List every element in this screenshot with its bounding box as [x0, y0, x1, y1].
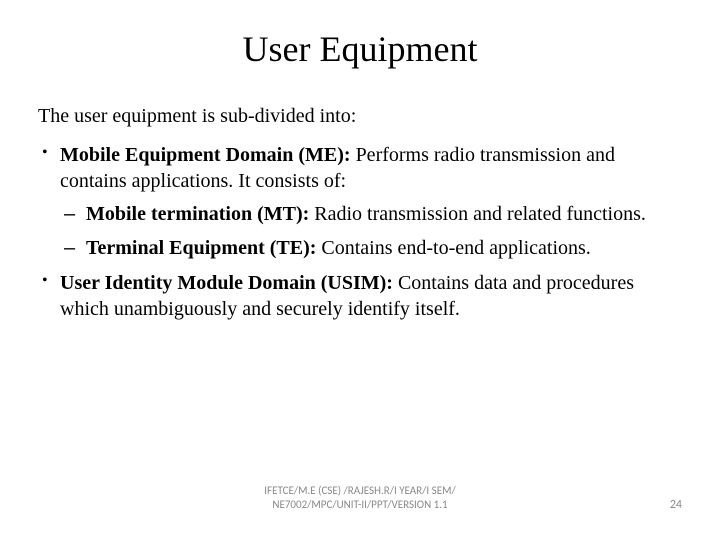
footer-line1: IFETCE/M.E (CSE) /RAJESH.R/I YEAR/I SEM/ — [264, 484, 456, 497]
list-item: User Identity Module Domain (USIM): Cont… — [38, 271, 682, 322]
bullet-text: Radio transmission and related functions… — [314, 203, 646, 225]
intro-text: The user equipment is sub-divided into: — [38, 104, 682, 129]
list-item: Mobile Equipment Domain (ME): Performs r… — [38, 143, 682, 261]
slide-title: User Equipment — [38, 28, 682, 70]
bullet-text: Contains end-to-end applications. — [321, 237, 590, 259]
footer-credit: IFETCE/M.E (CSE) /RAJESH.R/I YEAR/I SEM/… — [264, 484, 456, 512]
bullet-bold: Mobile termination (MT): — [86, 203, 314, 225]
list-item: Terminal Equipment (TE): Contains end-to… — [60, 236, 682, 262]
list-item: Mobile termination (MT): Radio transmiss… — [60, 202, 682, 228]
slide: User Equipment The user equipment is sub… — [0, 0, 720, 323]
footer-line2: NE7002/MPC/UNIT-II/PPT/VERSION 1.1 — [272, 498, 447, 511]
bullet-bold: Mobile Equipment Domain (ME): — [60, 144, 356, 166]
bullet-bold: User Identity Module Domain (USIM): — [60, 272, 398, 294]
footer: IFETCE/M.E (CSE) /RAJESH.R/I YEAR/I SEM/… — [0, 484, 720, 516]
bullet-bold: Terminal Equipment (TE): — [86, 237, 321, 259]
sub-list: Mobile termination (MT): Radio transmiss… — [60, 202, 682, 261]
page-number: 24 — [670, 498, 682, 512]
bullet-list: Mobile Equipment Domain (ME): Performs r… — [38, 143, 682, 323]
